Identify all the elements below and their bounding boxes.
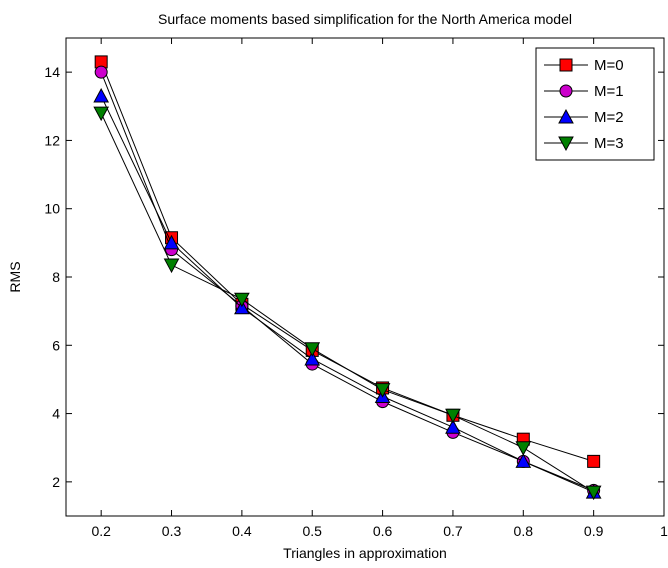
y-tick-label: 4 — [52, 406, 60, 422]
x-tick-label: 0.8 — [514, 523, 534, 539]
legend-item: M=0 — [544, 57, 624, 74]
data-point — [93, 106, 110, 122]
legend-label: M=1 — [594, 83, 624, 100]
data-point — [445, 419, 461, 434]
data-point — [94, 65, 108, 79]
data-point — [515, 453, 532, 468]
data-point — [163, 258, 180, 274]
legend-marker — [558, 108, 574, 124]
data-point — [585, 485, 602, 501]
x-tick-label: 0.5 — [303, 523, 323, 539]
y-tick-label: 2 — [52, 474, 60, 490]
legend-item: M=2 — [544, 108, 624, 126]
legend-label: M=3 — [594, 135, 624, 152]
legend: M=0 M=1 M=2 M=3 — [535, 47, 655, 161]
series-line — [100, 95, 594, 493]
series-line — [100, 112, 594, 493]
x-axis-label: Triangles in approximation — [283, 545, 447, 561]
x-tick-label: 0.4 — [232, 523, 252, 539]
legend-marker — [559, 58, 573, 72]
data-point — [93, 87, 110, 103]
series-line — [100, 71, 594, 491]
data-point — [163, 234, 180, 250]
y-tick-label: 10 — [44, 201, 60, 217]
data-point — [374, 383, 391, 398]
y-tick-label: 12 — [44, 132, 60, 148]
x-tick-label: 0.6 — [373, 523, 393, 539]
data-point — [515, 441, 532, 456]
data-point — [304, 342, 321, 357]
x-tick-label: 0.3 — [162, 523, 182, 539]
series-m3 — [93, 106, 602, 501]
data-point — [445, 408, 461, 424]
y-axis-label: RMS — [7, 261, 23, 292]
legend-label: M=2 — [594, 109, 624, 126]
data-point — [304, 350, 321, 366]
y-tick-label: 6 — [52, 337, 60, 353]
x-tick-label: 0.2 — [91, 523, 111, 539]
data-point — [234, 292, 250, 308]
legend-item: M=3 — [544, 135, 624, 152]
chart-title: Surface moments based simplification for… — [158, 11, 572, 27]
data-point — [587, 454, 601, 468]
series-layer — [93, 55, 602, 501]
y-tick-label: 14 — [44, 64, 60, 80]
legend-marker — [559, 84, 573, 98]
legend-marker — [558, 136, 574, 152]
x-tick-label: 1 — [660, 523, 668, 539]
legend-box — [535, 47, 655, 161]
x-tick-label: 0.9 — [584, 523, 604, 539]
legend-item: M=1 — [544, 83, 624, 100]
x-tick-label: 0.7 — [443, 523, 463, 539]
y-tick-label: 8 — [52, 269, 60, 285]
legend-label: M=0 — [594, 57, 624, 74]
